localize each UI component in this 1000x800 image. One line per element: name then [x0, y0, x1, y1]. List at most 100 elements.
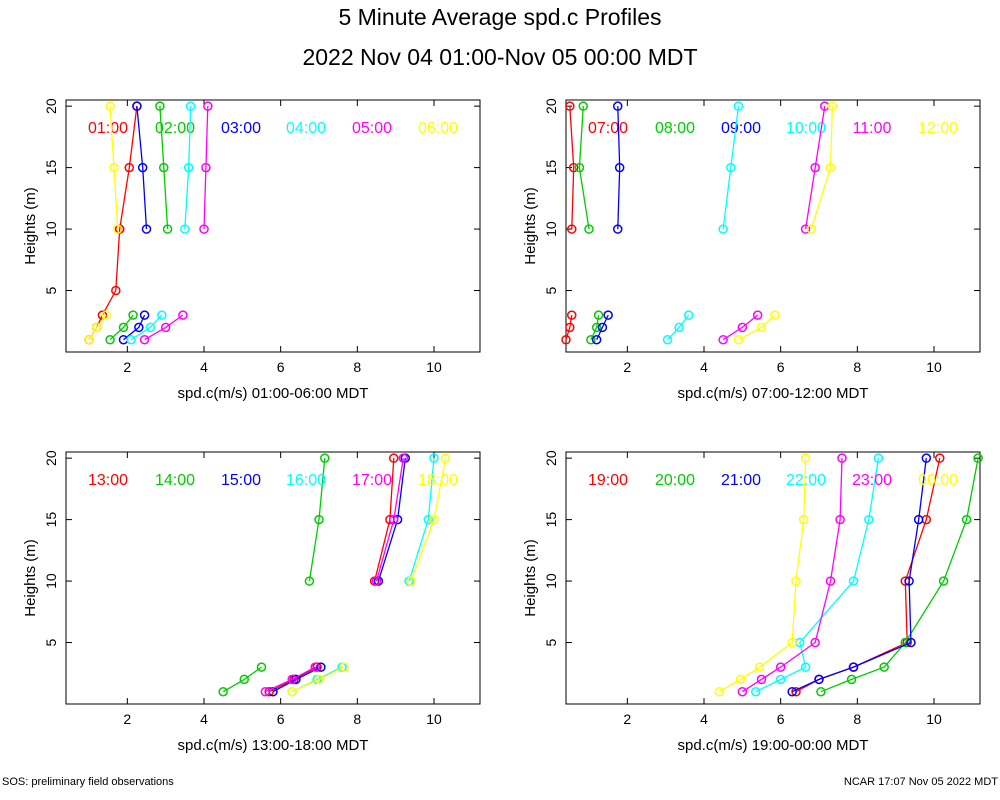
x-tick-label: 8 [353, 359, 361, 375]
data-point [938, 576, 949, 586]
data-point [406, 576, 416, 586]
x-tick-label: 4 [200, 359, 208, 375]
x-tick-label: 6 [777, 359, 785, 375]
data-point [733, 101, 744, 111]
data-point [770, 310, 780, 320]
data-point [798, 514, 809, 525]
data-point [101, 310, 111, 320]
data-point [814, 674, 824, 685]
series-0000 [714, 453, 811, 697]
data-point [614, 162, 625, 173]
x-axis-label: spd.c(m/s) 01:00-06:00 MDT [178, 385, 369, 402]
data-point [389, 514, 399, 525]
data-point [837, 453, 847, 463]
data-point [752, 310, 763, 320]
data-point [84, 334, 94, 345]
data-point [756, 322, 767, 333]
series-0600 [84, 101, 123, 345]
data-point [561, 334, 571, 345]
legend-label: 23:00 [852, 472, 892, 489]
data-point [118, 334, 129, 345]
x-tick-label: 6 [777, 711, 785, 727]
data-point [733, 334, 744, 345]
data-point [162, 224, 173, 234]
data-point [935, 453, 945, 463]
legend-label: 19:00 [588, 472, 628, 489]
y-axis-label: Heights (m) [522, 187, 539, 265]
series-0300 [118, 101, 152, 345]
x-tick-label: 10 [426, 359, 442, 375]
data-point [567, 310, 577, 320]
series-line [410, 457, 447, 582]
data-point [287, 674, 297, 685]
data-point [683, 310, 694, 320]
data-point [139, 334, 150, 345]
data-point [961, 514, 972, 525]
data-point [185, 101, 196, 111]
data-point [726, 162, 736, 173]
y-tick-label: 10 [43, 573, 59, 589]
data-point [320, 453, 330, 463]
series-0500 [139, 101, 213, 345]
data-point [718, 334, 728, 345]
chart-subtitle: 2022 Nov 04 01:00-Nov 05 00:00 MDT [302, 44, 698, 70]
data-point [586, 334, 596, 345]
legend-label: 16:00 [286, 472, 326, 489]
data-point [737, 322, 748, 333]
data-point [825, 162, 836, 173]
data-point [314, 514, 324, 525]
series-2200 [751, 453, 884, 697]
legend-label: 08:00 [655, 120, 695, 137]
legend-label: 17:00 [352, 472, 392, 489]
data-point [591, 334, 602, 345]
legend-label: 01:00 [88, 120, 128, 137]
series-2300 [737, 453, 847, 697]
legend-label: 02:00 [155, 120, 195, 137]
y-tick-label: 10 [543, 573, 559, 589]
data-point [591, 322, 602, 333]
y-axis-label: Heights (m) [22, 539, 39, 617]
series-line [268, 666, 318, 693]
series-line [722, 106, 740, 230]
data-point [105, 101, 115, 111]
data-point [913, 514, 924, 525]
y-tick-label: 15 [543, 512, 559, 528]
data-point [848, 662, 859, 672]
series-1800 [287, 453, 451, 697]
series-line [109, 106, 119, 230]
data-point [825, 576, 836, 586]
plot-frame [65, 99, 481, 353]
legend-label: 04:00 [286, 120, 326, 137]
data-point [754, 662, 765, 672]
data-point [304, 576, 315, 586]
series-0400 [126, 101, 196, 345]
x-tick-label: 8 [853, 359, 861, 375]
data-point [429, 514, 439, 525]
legend-label: 07:00 [588, 120, 628, 137]
data-point [159, 162, 169, 173]
data-point [810, 637, 820, 648]
legend-label: 10:00 [786, 120, 826, 137]
series-line [203, 106, 209, 230]
x-tick-label: 8 [353, 711, 361, 727]
series-1000 [662, 101, 744, 345]
data-point [775, 674, 786, 685]
data-point [718, 224, 728, 234]
plot-frame [565, 99, 981, 353]
series-line [810, 106, 834, 230]
data-point [118, 322, 129, 333]
data-point [593, 310, 604, 320]
data-point [423, 514, 433, 525]
series-line [722, 314, 759, 341]
data-point [568, 162, 579, 173]
series-1200 [733, 101, 838, 345]
legend-label: 21:00 [721, 472, 761, 489]
y-tick-label: 20 [43, 98, 59, 114]
series-line [578, 106, 590, 230]
y-tick-label: 15 [543, 160, 559, 176]
panel-1: 2 4 6 8 10 5 10 15 20 spd.c(m/s) 01:00-06:00 MDT H… [22, 98, 481, 402]
data-point [921, 453, 932, 463]
series-2100 [787, 453, 932, 697]
data-point [603, 310, 613, 320]
